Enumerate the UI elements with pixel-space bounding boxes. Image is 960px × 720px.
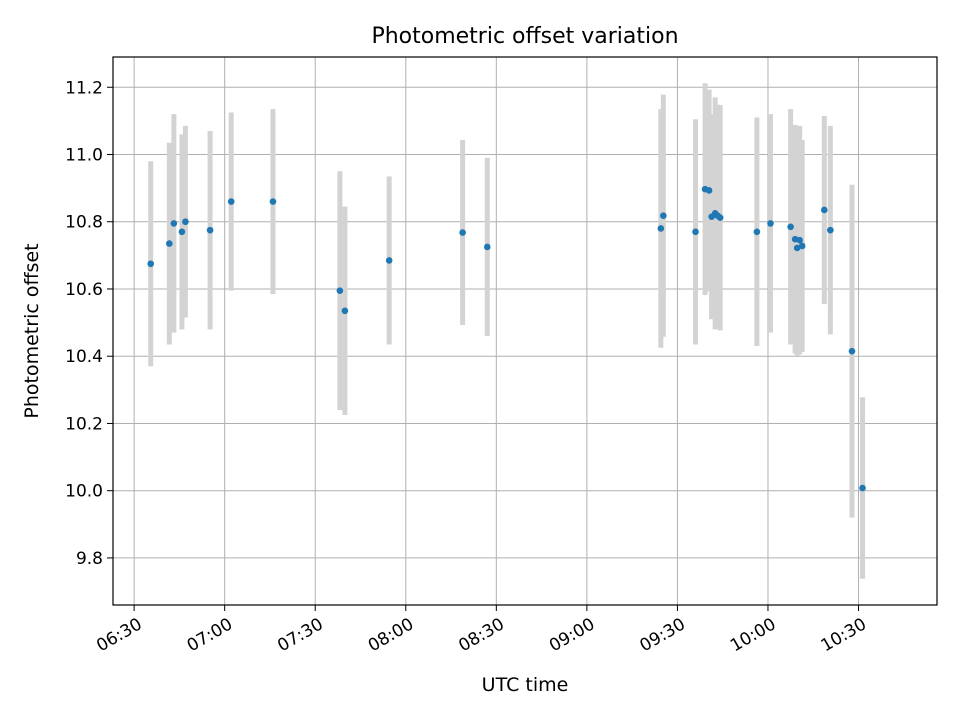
y-tick-label: 10.6: [65, 280, 103, 300]
data-point: [385, 257, 393, 264]
data-point: [660, 212, 667, 219]
x-tick-label: 10:00: [727, 614, 779, 656]
data-point: [341, 307, 349, 315]
data-point: [787, 223, 794, 231]
y-axis: 9.8 10.0 10.2 10.4 10.6 10.8 11.0 11.2: [65, 78, 113, 569]
x-axis-label: UTC time: [482, 674, 569, 696]
x-tick-label: 09:00: [546, 614, 598, 656]
data-point: [269, 198, 277, 205]
data-point: [692, 228, 699, 236]
data-points: [147, 185, 866, 492]
data-point: [798, 242, 806, 250]
data-point: [848, 347, 856, 355]
x-tick-label: 10:30: [818, 614, 870, 656]
data-point: [859, 484, 866, 492]
data-point: [206, 226, 214, 234]
data-point: [170, 220, 178, 227]
data-point: [796, 236, 803, 244]
data-point: [827, 226, 834, 234]
data-point: [178, 228, 186, 236]
y-tick-label: 11.0: [65, 145, 103, 165]
x-tick-label: 07:30: [274, 614, 326, 656]
y-tick-label: 10.4: [65, 347, 103, 367]
y-axis-label: Photometric offset: [21, 243, 43, 418]
chart-title: Photometric offset variation: [371, 24, 678, 49]
x-tick-label: 09:30: [636, 614, 688, 656]
plot-background: [113, 57, 937, 605]
data-point: [147, 260, 155, 268]
x-axis: 06:30 07:00 07:30 08:00 08:30 09:00 09:30 10:00…: [93, 605, 870, 656]
data-point: [166, 240, 173, 247]
y-tick-label: 10.8: [65, 213, 103, 233]
x-tick-label: 08:30: [455, 614, 507, 656]
data-point: [657, 225, 665, 232]
data-point: [753, 228, 761, 236]
y-tick-label: 11.2: [65, 78, 103, 98]
x-tick-label: 06:30: [93, 614, 145, 656]
data-point: [336, 287, 344, 294]
plot-frame: [112, 56, 938, 606]
y-tick-label: 10.2: [65, 414, 103, 434]
data-point: [767, 220, 774, 227]
y-tick-label: 10.0: [65, 482, 103, 502]
data-point: [182, 218, 189, 226]
y-tick-label: 9.8: [76, 549, 103, 569]
x-tick-label: 08:00: [365, 614, 417, 656]
data-point: [459, 229, 466, 236]
data-point: [716, 214, 724, 222]
data-point: [227, 198, 235, 205]
data-point: [483, 243, 491, 251]
data-point: [821, 206, 828, 214]
data-point: [793, 244, 801, 252]
x-tick-label: 07:00: [184, 614, 236, 656]
data-point: [705, 187, 713, 194]
